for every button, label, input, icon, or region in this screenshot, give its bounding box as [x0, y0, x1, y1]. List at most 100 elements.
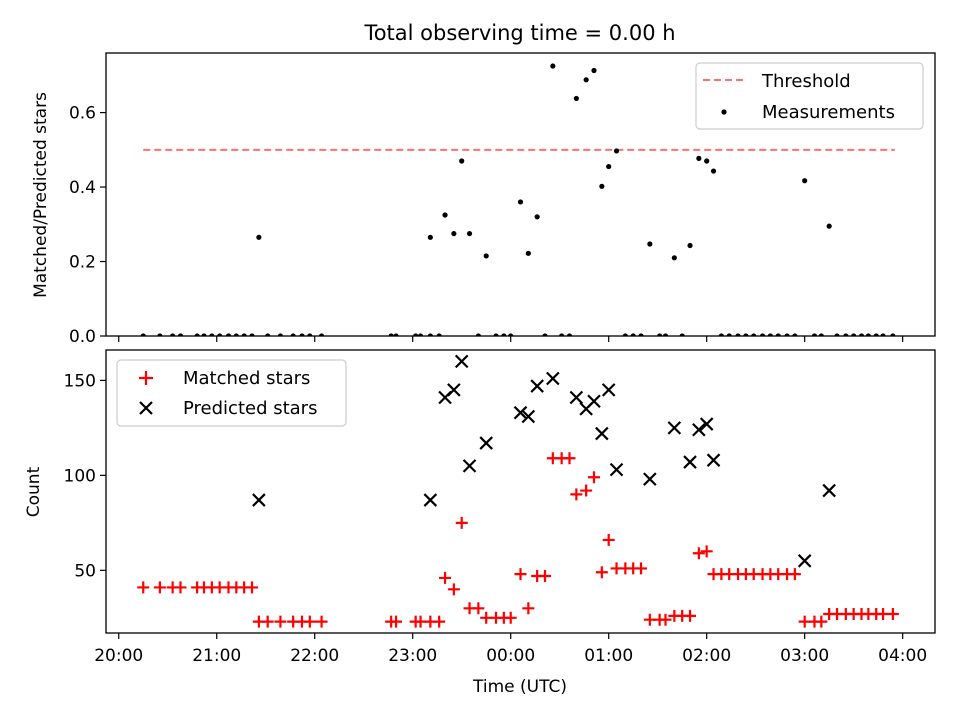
measurement-point [256, 234, 262, 240]
ratio-legend-box [695, 62, 924, 130]
predicted-star-point [667, 421, 682, 435]
ratio-axes-frame [105, 52, 936, 337]
measurement-point [573, 95, 579, 102]
count-plot-area [137, 354, 899, 628]
matched-star-point [580, 484, 593, 497]
matched-star-point [153, 581, 166, 594]
predicted-star-point [797, 554, 812, 568]
predicted-star-point [822, 483, 836, 498]
predicted-star-point [569, 390, 584, 405]
legend-predicted-label: Predicted stars [183, 398, 317, 419]
matched-star-point [174, 581, 187, 594]
predicted-legend-swatch [139, 401, 153, 415]
legend-matched-label: Matched stars [183, 368, 310, 389]
legend-measurements-label: Measurements [762, 102, 895, 123]
measurement-point [687, 242, 693, 249]
x-tick-label: 02:00 [682, 646, 731, 666]
measurement-point [704, 158, 710, 164]
matched-star-point [595, 566, 608, 579]
chart-title: Total observing time = 0.00 h [363, 21, 675, 45]
x-tick-label: 20:00 [94, 646, 143, 666]
predicted-star-point [683, 455, 697, 469]
matched-star-point [635, 562, 648, 575]
matched-legend-swatch [139, 371, 153, 385]
predicted-star-point [521, 409, 536, 424]
measurement-point [802, 178, 808, 184]
measurement-point [525, 250, 531, 256]
matched-star-point [315, 615, 328, 628]
ratio-x-ticks [118, 336, 904, 342]
count-y-tick-label: 100 [64, 466, 96, 486]
measurement-point [599, 183, 605, 189]
x-tick-label: 23:00 [388, 646, 437, 666]
x-tick-label: 22:00 [290, 646, 339, 666]
matched-star-point [563, 452, 576, 465]
measurement-point [710, 168, 717, 174]
measurement-point [466, 230, 473, 237]
ratio-y-axis-label: Matched/Predicted stars [31, 92, 51, 298]
matched-star-point [815, 615, 828, 628]
ratio-y-tick-label: 0.2 [69, 253, 96, 273]
predicted-star-point [546, 371, 560, 386]
count-y-axis-label: Count [24, 466, 44, 517]
matched-star-point [261, 615, 274, 628]
predicted-star-point [706, 453, 721, 467]
matched-star-point [137, 581, 150, 594]
matched-star-point [587, 471, 600, 484]
measurement-point [534, 214, 540, 220]
predicted-star-point [699, 417, 714, 431]
count-y-tick-label: 50 [74, 561, 96, 581]
matched-star-point [538, 570, 551, 583]
matched-star-point [303, 615, 316, 628]
count-legend: Matched stars Predicted stars [116, 359, 347, 427]
matched-star-point [602, 533, 615, 546]
matched-star-point [692, 547, 705, 560]
ratio-legend: Threshold Measurements [695, 62, 924, 130]
matched-star-point [522, 602, 535, 615]
measurement-point [483, 253, 489, 259]
predicted-star-point [252, 493, 266, 507]
matched-star-point [886, 608, 899, 621]
predicted-star-point [643, 472, 657, 486]
predicted-star-point [462, 459, 477, 473]
predicted-star-point [454, 354, 469, 369]
count-x-ticks: 20:00 21:00 22:00 23:00 00:00 01:00 02:00 03:00… [94, 633, 927, 666]
ratio-panel: Total observing time = 0.00 h 0.00.20.40… [31, 21, 936, 347]
measurement-point [459, 158, 465, 164]
predicted-star-point [479, 436, 493, 450]
count-y-ticks: 50 100 150 [64, 371, 106, 581]
matched-star-point [788, 568, 801, 581]
count-y-tick-label: 150 [64, 371, 96, 391]
measurement-point [671, 255, 677, 261]
matched-star-point [514, 568, 527, 581]
measurement-point [826, 223, 832, 229]
measurement-point [427, 234, 433, 240]
count-axes-frame [105, 349, 936, 634]
predicted-star-point [692, 422, 706, 437]
predicted-star-point [609, 462, 624, 477]
count-legend-box [116, 359, 347, 427]
measurement-point [442, 212, 448, 218]
matched-star-point [447, 583, 460, 596]
x-axis-label: Time (UTC) [472, 677, 567, 697]
predicted-star-point [447, 383, 461, 397]
matched-star-point [504, 611, 517, 624]
count-panel: 50 100 150 20:00 21:00 22:00 23:00 00:00 01:00 0… [24, 349, 936, 697]
matched-star-point [274, 615, 287, 628]
predicted-star-point [513, 405, 528, 420]
ratio-y-tick-label: 0.4 [69, 178, 96, 198]
matched-star-point [684, 609, 697, 622]
matched-star-point [433, 615, 446, 628]
predicted-star-point [601, 383, 616, 397]
matched-star-point [390, 615, 403, 628]
matched-star-point [455, 516, 468, 529]
predicted-star-point [423, 493, 438, 507]
x-tick-label: 03:00 [780, 646, 829, 666]
predicted-star-point [595, 426, 609, 441]
measurement-point [451, 230, 457, 237]
measurement-point [613, 148, 620, 154]
measurement-point [550, 63, 556, 69]
predicted-star-point [530, 379, 544, 393]
ratio-y-tick-label: 0.0 [69, 327, 96, 347]
